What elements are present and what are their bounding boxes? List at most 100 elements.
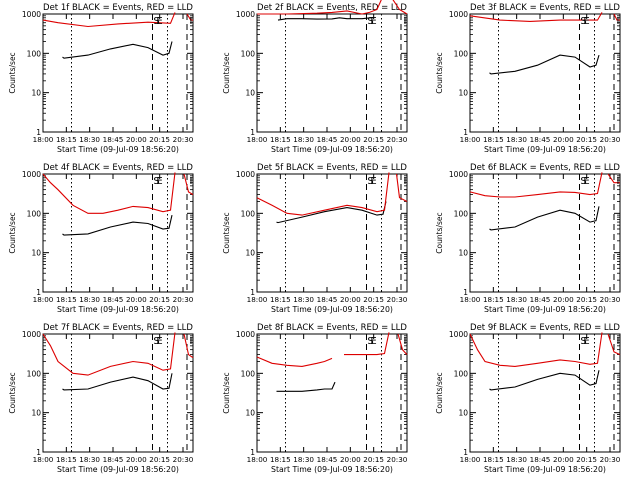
y-tick-label: 1000 bbox=[236, 330, 255, 339]
y-tick-label: 1 bbox=[463, 288, 468, 297]
x-tick-label: 20:30 bbox=[173, 455, 194, 464]
marker-label-s: S bbox=[367, 176, 373, 187]
plot-frame bbox=[469, 13, 621, 133]
y-tick-label: 10 bbox=[245, 409, 255, 418]
x-tick-label: 18:15 bbox=[483, 135, 504, 144]
x-tick-label: 20:15 bbox=[576, 295, 597, 304]
lld-series-line bbox=[344, 332, 390, 356]
y-tick-label: 100 bbox=[27, 369, 42, 378]
x-tick-label: 18:30 bbox=[79, 295, 100, 304]
x-tick-label: 18:15 bbox=[56, 135, 77, 144]
y-tick-label: 1000 bbox=[449, 10, 468, 19]
marker-label-s: S bbox=[367, 16, 373, 27]
y-tick-label: 1000 bbox=[22, 170, 41, 179]
x-tick-label: 18:00 bbox=[460, 295, 481, 304]
panel-title: Det 7f BLACK = Events, RED = LLD bbox=[43, 323, 193, 333]
y-tick-label: 1 bbox=[250, 128, 255, 137]
x-axis-label: Start Time (09-Jul-09 18:56:20) bbox=[484, 305, 606, 314]
y-tick-label: 100 bbox=[454, 49, 469, 58]
y-tick-label: 10 bbox=[458, 249, 468, 258]
x-tick-label: 18:00 bbox=[33, 455, 54, 464]
x-axis-label: Start Time (09-Jul-09 18:56:20) bbox=[271, 465, 393, 474]
y-tick-label: 1000 bbox=[236, 10, 255, 19]
y-tick-label: 1 bbox=[36, 128, 41, 137]
marker-label-i: I bbox=[190, 16, 193, 27]
plot-frame bbox=[42, 333, 194, 453]
y-tick-label: 1 bbox=[36, 448, 41, 457]
x-tick-label: 18:00 bbox=[33, 135, 54, 144]
y-tick-label: 100 bbox=[27, 209, 42, 218]
x-tick-label: 18:30 bbox=[506, 455, 527, 464]
x-tick-label: 18:45 bbox=[103, 295, 124, 304]
y-tick-label: 10 bbox=[458, 409, 468, 418]
marker-label-s: S bbox=[580, 16, 586, 27]
x-axis-label: Start Time (09-Jul-09 18:56:20) bbox=[57, 145, 179, 154]
x-tick-label: 20:15 bbox=[363, 135, 384, 144]
events-series-line bbox=[276, 201, 387, 224]
events-series-line bbox=[62, 41, 173, 59]
marker-label-e: E bbox=[370, 16, 376, 27]
marker-label-e: E bbox=[583, 16, 589, 27]
lld-series-line bbox=[395, 173, 408, 202]
marker-label-i: I bbox=[404, 336, 407, 347]
x-tick-label: 18:00 bbox=[33, 295, 54, 304]
panel-title: Det 5f BLACK = Events, RED = LLD bbox=[257, 163, 407, 173]
events-series-line bbox=[62, 373, 173, 391]
events-series-line bbox=[489, 206, 600, 231]
marker-label-e: E bbox=[583, 176, 589, 187]
x-tick-label: 18:00 bbox=[247, 135, 268, 144]
y-tick-label: 1 bbox=[36, 288, 41, 297]
y-tick-label: 1 bbox=[463, 128, 468, 137]
marker-label-s: S bbox=[580, 336, 586, 347]
x-tick-label: 20:15 bbox=[576, 135, 597, 144]
plot-frame bbox=[42, 173, 194, 293]
plot-frame bbox=[469, 173, 621, 293]
x-tick-label: 18:45 bbox=[103, 455, 124, 464]
x-axis-label: Start Time (09-Jul-09 18:56:20) bbox=[484, 145, 606, 154]
lld-series-line bbox=[186, 13, 193, 21]
y-tick-label: 100 bbox=[241, 209, 256, 218]
x-tick-label: 20:30 bbox=[600, 295, 621, 304]
events-series-line bbox=[62, 214, 173, 236]
marker-label-s: S bbox=[153, 16, 159, 27]
x-tick-label: 20:15 bbox=[363, 295, 384, 304]
y-tick-label: 100 bbox=[454, 209, 469, 218]
x-tick-label: 18:30 bbox=[79, 455, 100, 464]
x-tick-label: 18:45 bbox=[317, 295, 338, 304]
lld-series-line bbox=[256, 172, 390, 216]
lld-series-line bbox=[607, 333, 621, 356]
x-tick-label: 18:00 bbox=[247, 455, 268, 464]
lld-series-line bbox=[42, 332, 176, 376]
marker-label-e: E bbox=[156, 16, 162, 27]
events-series-line bbox=[489, 370, 600, 391]
y-tick-label: 1000 bbox=[22, 330, 41, 339]
y-axis-label: Counts/sec bbox=[8, 372, 17, 413]
x-tick-label: 20:15 bbox=[363, 455, 384, 464]
x-tick-label: 18:30 bbox=[79, 135, 100, 144]
x-tick-label: 20:30 bbox=[173, 135, 194, 144]
y-tick-label: 1000 bbox=[236, 170, 255, 179]
marker-label-e: E bbox=[370, 336, 376, 347]
x-tick-label: 18:45 bbox=[530, 295, 551, 304]
x-tick-label: 18:45 bbox=[530, 455, 551, 464]
plot-frame bbox=[256, 13, 408, 133]
events-series-line bbox=[276, 381, 336, 392]
x-tick-label: 18:15 bbox=[270, 455, 291, 464]
lld-series-line bbox=[469, 172, 603, 198]
y-tick-label: 10 bbox=[245, 249, 255, 258]
marker-label-i: I bbox=[190, 336, 193, 347]
y-axis-label: Counts/sec bbox=[8, 212, 17, 253]
x-tick-label: 20:00 bbox=[126, 455, 147, 464]
y-tick-label: 10 bbox=[458, 89, 468, 98]
x-axis-label: Start Time (09-Jul-09 18:56:20) bbox=[271, 305, 393, 314]
x-tick-label: 18:15 bbox=[270, 135, 291, 144]
lld-series-line bbox=[257, 0, 408, 15]
marker-label-s: S bbox=[367, 336, 373, 347]
y-axis-label: Counts/sec bbox=[435, 52, 444, 93]
x-tick-label: 20:15 bbox=[149, 295, 170, 304]
x-tick-label: 18:30 bbox=[293, 295, 314, 304]
plot-frame bbox=[42, 13, 194, 133]
y-tick-label: 10 bbox=[31, 89, 41, 98]
lld-series-line bbox=[607, 173, 620, 184]
y-tick-label: 1 bbox=[250, 448, 255, 457]
